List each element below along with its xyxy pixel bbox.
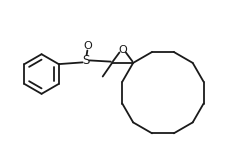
Text: S: S (82, 54, 90, 67)
Text: O: O (83, 41, 92, 50)
Text: O: O (118, 45, 127, 55)
